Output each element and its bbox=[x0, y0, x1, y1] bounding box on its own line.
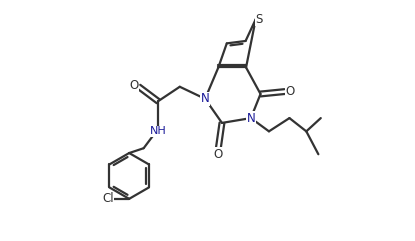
Text: Cl: Cl bbox=[102, 192, 114, 205]
Text: NH: NH bbox=[150, 126, 166, 136]
Text: O: O bbox=[285, 85, 295, 98]
Text: O: O bbox=[129, 79, 139, 92]
Text: N: N bbox=[247, 112, 255, 125]
Text: N: N bbox=[201, 92, 210, 105]
Text: O: O bbox=[214, 148, 223, 161]
Text: S: S bbox=[256, 13, 263, 26]
